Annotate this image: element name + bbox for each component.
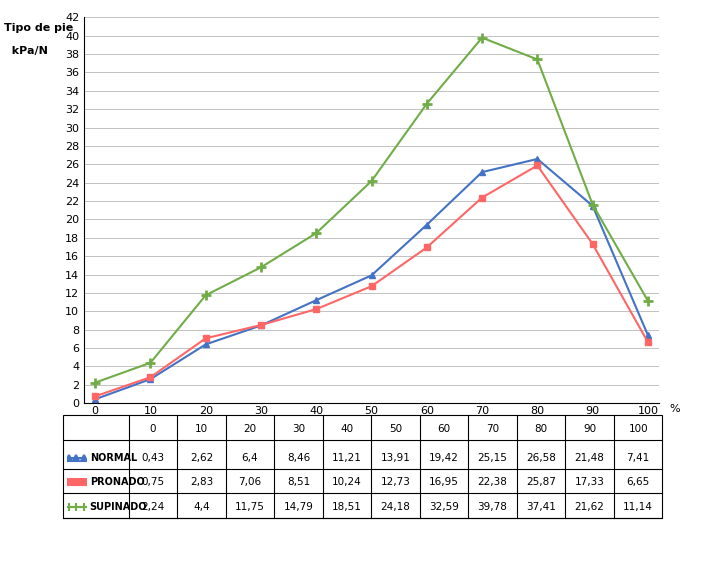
Text: 0: 0 bbox=[149, 424, 156, 434]
Text: 11,21: 11,21 bbox=[332, 453, 362, 463]
Text: 10: 10 bbox=[195, 424, 208, 434]
Text: Tipo de pie: Tipo de pie bbox=[4, 23, 73, 33]
Text: 18,51: 18,51 bbox=[332, 502, 362, 512]
Text: 4,4: 4,4 bbox=[193, 502, 210, 512]
Text: 100: 100 bbox=[628, 424, 648, 434]
Text: 2,24: 2,24 bbox=[141, 502, 165, 512]
Text: 25,87: 25,87 bbox=[526, 477, 556, 487]
Text: NORMAL: NORMAL bbox=[90, 453, 137, 463]
Text: 13,91: 13,91 bbox=[381, 453, 411, 463]
Text: 0,43: 0,43 bbox=[142, 453, 165, 463]
Text: 40: 40 bbox=[341, 424, 353, 434]
Text: 17,33: 17,33 bbox=[575, 477, 604, 487]
Text: 10,24: 10,24 bbox=[332, 477, 362, 487]
Text: 90: 90 bbox=[583, 424, 597, 434]
Text: 50: 50 bbox=[389, 424, 402, 434]
Text: 7,41: 7,41 bbox=[627, 453, 650, 463]
Text: 0,75: 0,75 bbox=[142, 477, 165, 487]
Text: 8,46: 8,46 bbox=[287, 453, 310, 463]
Text: 25,15: 25,15 bbox=[477, 453, 508, 463]
Text: 70: 70 bbox=[486, 424, 499, 434]
Text: 32,59: 32,59 bbox=[429, 502, 459, 512]
Text: 80: 80 bbox=[535, 424, 547, 434]
Text: PRONADO: PRONADO bbox=[90, 477, 144, 487]
Text: %: % bbox=[669, 404, 680, 414]
Text: 20: 20 bbox=[243, 424, 257, 434]
Text: 22,38: 22,38 bbox=[477, 477, 508, 487]
Text: 11,75: 11,75 bbox=[235, 502, 265, 512]
Text: 26,58: 26,58 bbox=[526, 453, 556, 463]
Text: 8,51: 8,51 bbox=[287, 477, 310, 487]
Text: SUPINADO: SUPINADO bbox=[90, 502, 147, 512]
Text: 37,41: 37,41 bbox=[526, 502, 556, 512]
Text: 39,78: 39,78 bbox=[477, 502, 508, 512]
Text: 2,83: 2,83 bbox=[190, 477, 213, 487]
Text: 14,79: 14,79 bbox=[283, 502, 313, 512]
Text: 2,62: 2,62 bbox=[190, 453, 213, 463]
Text: 16,95: 16,95 bbox=[429, 477, 459, 487]
Text: 7,06: 7,06 bbox=[238, 477, 261, 487]
Text: 6,4: 6,4 bbox=[242, 453, 258, 463]
Text: kPa/N: kPa/N bbox=[4, 46, 48, 56]
Text: 21,62: 21,62 bbox=[575, 502, 604, 512]
Text: 60: 60 bbox=[437, 424, 451, 434]
Text: 21,48: 21,48 bbox=[575, 453, 604, 463]
Text: 19,42: 19,42 bbox=[429, 453, 459, 463]
Text: 11,14: 11,14 bbox=[623, 502, 653, 512]
Text: 30: 30 bbox=[292, 424, 305, 434]
Text: 6,65: 6,65 bbox=[627, 477, 650, 487]
Text: 12,73: 12,73 bbox=[381, 477, 411, 487]
Text: 24,18: 24,18 bbox=[381, 502, 411, 512]
